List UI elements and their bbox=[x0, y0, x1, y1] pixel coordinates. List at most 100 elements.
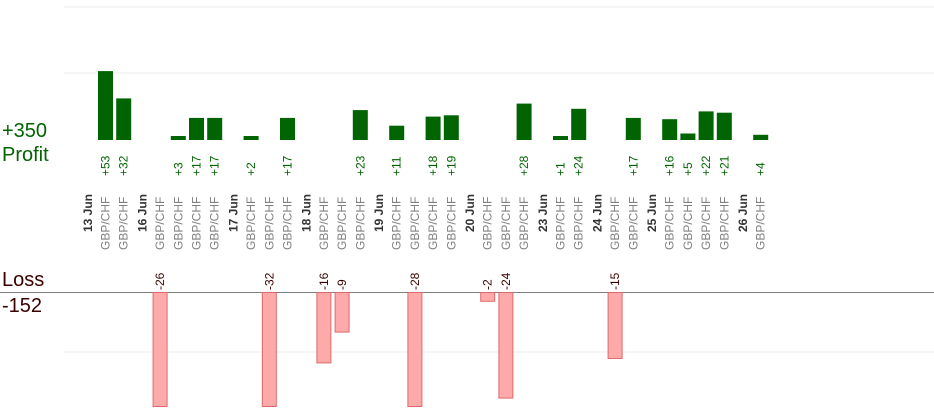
loss-label: Loss bbox=[2, 269, 45, 291]
date-label: 19 Jun bbox=[372, 194, 386, 232]
pair-label: GBP/CHF bbox=[262, 197, 276, 250]
profit-bar bbox=[116, 98, 132, 140]
profit-value-label: +21 bbox=[717, 155, 731, 176]
profit-bar bbox=[553, 136, 568, 140]
pair-label: GBP/CHF bbox=[681, 197, 695, 250]
profit-bar bbox=[98, 71, 113, 140]
profit-bar bbox=[516, 103, 532, 140]
pair-label: GBP/CHF bbox=[717, 197, 731, 250]
loss-value-label: -9 bbox=[335, 279, 349, 290]
profit-value-label: +2 bbox=[244, 162, 258, 176]
pair-label: GBP/CHF bbox=[444, 197, 458, 250]
pair-label: GBP/CHF bbox=[754, 197, 768, 250]
profit-bar bbox=[698, 111, 714, 140]
loss-bar bbox=[498, 292, 514, 399]
loss-value-label: -28 bbox=[408, 272, 422, 290]
profit-value-label: +3 bbox=[171, 162, 185, 176]
pair-label: GBP/CHF bbox=[171, 197, 185, 250]
profit-value-label: +5 bbox=[681, 162, 695, 176]
profit-bar bbox=[716, 112, 732, 140]
loss-bar bbox=[261, 292, 277, 407]
date-label: 17 Jun bbox=[227, 194, 241, 232]
pair-label: GBP/CHF bbox=[190, 197, 204, 250]
pair-label: GBP/CHF bbox=[335, 197, 349, 250]
profit-value-label: +17 bbox=[281, 155, 295, 176]
date-label: 20 Jun bbox=[463, 194, 477, 232]
profit-value-label: +18 bbox=[426, 155, 440, 176]
pair-label: GBP/CHF bbox=[208, 197, 222, 250]
pair-label: GBP/CHF bbox=[608, 197, 622, 250]
pair-label: GBP/CHF bbox=[353, 197, 367, 250]
pair-label: GBP/CHF bbox=[572, 197, 586, 250]
profit-max-label: +350 bbox=[2, 120, 48, 142]
date-label: 25 Jun bbox=[645, 194, 659, 232]
pair-label: GBP/CHF bbox=[244, 197, 258, 250]
profit-bar bbox=[280, 117, 295, 140]
profit-bar bbox=[625, 117, 641, 140]
loss-value-label: -2 bbox=[481, 279, 495, 290]
profit-value-label: +1 bbox=[554, 162, 568, 176]
pair-label: GBP/CHF bbox=[663, 197, 677, 250]
profit-value-label: +23 bbox=[353, 155, 367, 176]
profit-value-label: +28 bbox=[517, 155, 531, 176]
profit-value-label: +16 bbox=[663, 155, 677, 176]
pair-label: GBP/CHF bbox=[408, 197, 422, 250]
profit-value-label: +22 bbox=[699, 155, 713, 176]
date-label: 24 Jun bbox=[591, 194, 605, 232]
profit-bar bbox=[352, 110, 368, 140]
profit-value-label: +11 bbox=[390, 156, 404, 176]
profit-bar bbox=[571, 108, 587, 140]
loss-bar bbox=[334, 292, 350, 333]
date-label: 26 Jun bbox=[736, 194, 750, 232]
pair-label: GBP/CHF bbox=[426, 197, 440, 250]
pair-label: GBP/CHF bbox=[117, 197, 131, 250]
loss-bar bbox=[480, 292, 496, 302]
pair-label: GBP/CHF bbox=[281, 197, 295, 250]
loss-value-label: -26 bbox=[153, 272, 167, 290]
pair-label: GBP/CHF bbox=[317, 197, 331, 250]
profit-bar bbox=[207, 117, 223, 140]
profit-bar bbox=[243, 136, 259, 140]
date-label: 23 Jun bbox=[536, 194, 550, 232]
loss-bar bbox=[407, 292, 423, 407]
pair-label: GBP/CHF bbox=[153, 197, 167, 250]
profit-bar bbox=[425, 116, 441, 140]
profit-value-label: +4 bbox=[754, 162, 768, 176]
profit-bar bbox=[753, 134, 769, 140]
pair-label: GBP/CHF bbox=[554, 197, 568, 250]
loss-bar bbox=[607, 292, 623, 359]
profit-bar bbox=[680, 133, 696, 140]
loss-value-label: -16 bbox=[317, 272, 331, 290]
pair-label: GBP/CHF bbox=[699, 197, 713, 250]
date-label: 13 Jun bbox=[81, 194, 95, 232]
pair-label: GBP/CHF bbox=[499, 197, 513, 250]
pair-label: GBP/CHF bbox=[390, 197, 404, 250]
loss-bar bbox=[152, 292, 168, 407]
pair-label: GBP/CHF bbox=[481, 197, 495, 250]
profit-value-label: +17 bbox=[190, 155, 204, 176]
loss-max-label: -152 bbox=[2, 295, 43, 317]
profit-value-label: +19 bbox=[444, 155, 458, 176]
loss-bar bbox=[316, 292, 332, 364]
profit-value-label: +17 bbox=[626, 155, 640, 176]
profit-bar bbox=[662, 119, 678, 140]
date-label: 18 Jun bbox=[299, 194, 313, 232]
date-label: 16 Jun bbox=[136, 194, 150, 232]
profit-label: Profit bbox=[2, 144, 49, 166]
loss-value-label: -24 bbox=[499, 272, 513, 290]
profit-bar bbox=[443, 115, 459, 140]
profit-bar bbox=[170, 136, 186, 140]
profit-value-label: +17 bbox=[208, 155, 222, 176]
profit-bar bbox=[189, 117, 204, 140]
pair-label: GBP/CHF bbox=[517, 197, 531, 250]
pair-label: GBP/CHF bbox=[626, 197, 640, 250]
profit-value-label: +24 bbox=[572, 155, 586, 176]
profit-value-label: +53 bbox=[99, 155, 113, 176]
profit-bar bbox=[389, 125, 405, 140]
loss-value-label: -15 bbox=[608, 272, 622, 290]
pair-label: GBP/CHF bbox=[99, 197, 113, 250]
loss-value-label: -32 bbox=[262, 272, 276, 290]
profit-value-label: +32 bbox=[117, 155, 131, 176]
